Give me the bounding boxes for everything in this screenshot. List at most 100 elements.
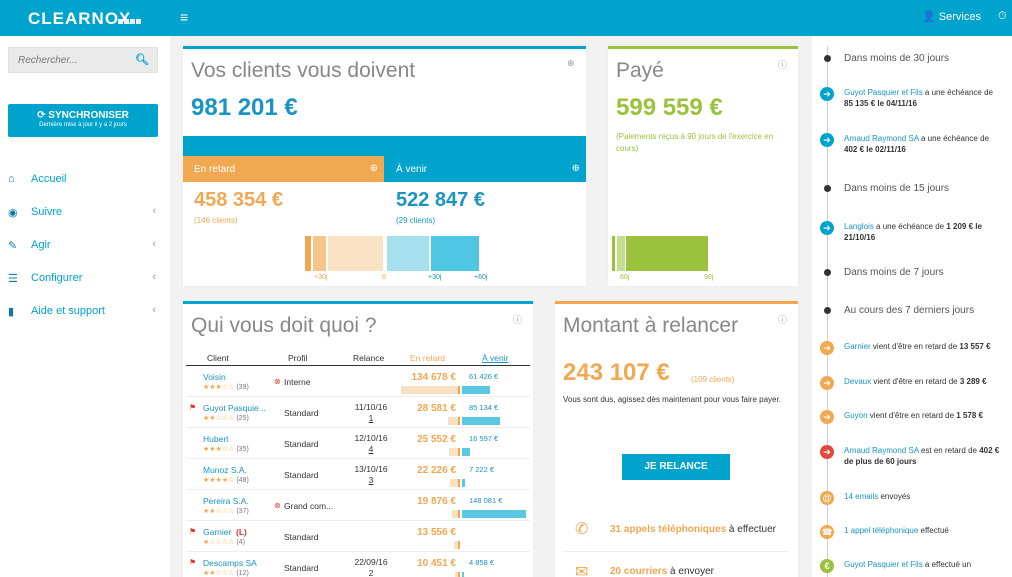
stars-glyphs: ★★★☆☆ xyxy=(203,384,235,391)
profile: Standard xyxy=(284,532,319,542)
relance-date xyxy=(351,371,391,382)
add-icon[interactable]: ⊕ xyxy=(567,58,575,68)
search-input[interactable]: Rechercher... 🔍︎ xyxy=(8,47,158,73)
event-icon: ➔ xyxy=(820,87,834,101)
mails-link[interactable]: 20 courriers à envoyer xyxy=(610,566,714,577)
relance-date xyxy=(351,526,391,537)
info-icon[interactable]: ⓘ xyxy=(778,60,788,70)
calls-count: 31 appels téléphoniques xyxy=(610,524,727,535)
late-bar xyxy=(305,236,311,271)
calls-link[interactable]: 31 appels téléphoniques à effectuer xyxy=(610,524,776,535)
je-relance-button[interactable]: JE RELANCE xyxy=(622,454,730,480)
col-client[interactable]: Client xyxy=(207,353,229,363)
chevron-left-icon: ‹ xyxy=(152,238,156,250)
event-link[interactable]: 1 appel téléphonique xyxy=(844,526,919,535)
info-icon[interactable]: ⓘ xyxy=(778,315,788,325)
col-future[interactable]: À venir xyxy=(482,353,509,363)
table-row[interactable]: ⚑ Guyot Pasquie... ★★☆☆☆ (25) Standard 11/10… xyxy=(186,397,530,428)
event-link[interactable]: Langlois xyxy=(844,222,874,231)
menu-icon[interactable]: ≡ xyxy=(180,9,189,25)
info-icon[interactable]: ⓘ xyxy=(513,315,523,325)
client-name[interactable]: Munoz S.A. xyxy=(203,465,247,475)
table-row[interactable]: Voisin ★★★☆☆ (39) ⊗ Interne 134 678 €61 426 … xyxy=(186,366,530,397)
phone-icon: ✆ xyxy=(575,521,589,538)
future-amount: 4 858 € xyxy=(469,558,495,567)
event-link[interactable]: Devaux xyxy=(844,377,872,386)
col-relance[interactable]: Relance xyxy=(353,353,385,363)
table-row[interactable]: Munoz S.A. ★★★★☆ (48) Standard 13/10/16 3 22 … xyxy=(186,459,530,490)
timeline-event-text: Guyon vient d'être en retard de 1 578 € xyxy=(844,410,1004,421)
future-bar xyxy=(462,572,464,577)
event-icon: ➔ xyxy=(820,410,834,424)
future-amount: 16 597 € xyxy=(469,434,499,443)
client-tag: (L) xyxy=(236,527,247,537)
relance-count[interactable]: 4 xyxy=(368,444,374,454)
paid-card: Payé ⓘ 599 559 € (Paiements reçus à 90 j… xyxy=(608,46,798,286)
logo-mark xyxy=(118,11,142,29)
future-bar xyxy=(462,510,526,518)
profile: Standard xyxy=(284,408,319,418)
client-name[interactable]: Garnier xyxy=(203,527,232,537)
who-card: Qui vous doit quoi ? ⓘ xyxy=(183,301,533,577)
event-icon: ➔ xyxy=(820,376,834,390)
relance-count[interactable]: 2 xyxy=(368,568,374,577)
timeline-heading-text: Dans moins de 15 jours xyxy=(844,183,950,194)
event-link[interactable]: Guyot Pasquier et Fils xyxy=(844,88,923,97)
services-menu[interactable]: 👤 Services xyxy=(922,11,981,23)
late-bar-edge xyxy=(458,448,460,456)
relance-date: 11/10/16 1 xyxy=(351,402,391,424)
relance-date-text: 11/10/16 xyxy=(354,402,388,412)
client-name[interactable]: Hubert xyxy=(203,434,229,444)
late-tab[interactable]: En retard ⊕ xyxy=(183,156,384,182)
rating-stars: ★★★★☆ (48) xyxy=(203,476,249,484)
relance-card: Montant à relancer ⓘ 243 107 € (109 clie… xyxy=(555,301,798,577)
relance-count[interactable]: 3 xyxy=(368,475,374,485)
search-icon[interactable]: 🔍︎ xyxy=(135,54,149,66)
relance-count: (109 clients) xyxy=(691,375,735,384)
paid-bar xyxy=(612,236,615,271)
relance-count[interactable]: 1 xyxy=(368,413,374,423)
table-row[interactable]: ⚑ Garnier (L) ★☆☆☆☆ (4) Standard 13 556 € xyxy=(186,521,530,552)
calls-suffix: à effectuer xyxy=(726,524,777,535)
table-row[interactable]: ⚑ Descamps SA ★★☆☆☆ (12) Standard 22/09/16 2 1… xyxy=(186,552,530,577)
paid-bar xyxy=(626,236,708,271)
profile: Standard xyxy=(284,470,319,480)
event-icon: ➔ xyxy=(820,221,834,235)
event-amount: 85 135 € le 04/11/16 xyxy=(844,99,917,108)
sync-label: SYNCHRONISER xyxy=(48,110,129,121)
timeline-heading-text: Dans moins de 30 jours xyxy=(844,53,950,64)
event-link[interactable]: Arnaud Raymond SA xyxy=(844,446,919,455)
event-link[interactable]: Garnier xyxy=(844,342,871,351)
col-late[interactable]: En retard xyxy=(410,353,445,363)
future-tab[interactable]: À venir ⊕ xyxy=(384,156,586,182)
late-bar xyxy=(401,386,460,394)
future-amount: 7 222 € xyxy=(469,465,495,474)
late-amount: 28 581 € xyxy=(417,403,456,414)
event-amount: 13 557 € xyxy=(959,342,991,351)
tick-label: 60j xyxy=(620,274,630,281)
clock-icon[interactable]: ⏱ xyxy=(998,10,1007,22)
add-icon: ⊕ xyxy=(571,163,580,174)
table-row[interactable]: Pereira S.A. ★★☆☆☆ (37) ⊗ Grand com... 19 87… xyxy=(186,490,530,521)
event-link[interactable]: Arnaud Raymond SA xyxy=(844,134,919,143)
timeline-dot xyxy=(824,185,831,192)
stars-glyphs: ★★☆☆☆ xyxy=(203,508,235,515)
sync-button[interactable]: ⟳ SYNCHRONISER Dernière mise à jour il y… xyxy=(8,104,158,137)
col-profil[interactable]: Profil xyxy=(288,353,308,363)
logo[interactable]: CLEARNOX xyxy=(28,9,132,28)
late-bar xyxy=(448,417,460,425)
client-name[interactable]: Descamps SA xyxy=(203,558,257,568)
late-bar xyxy=(452,510,460,518)
event-link[interactable]: Guyot Pasquier et Fils xyxy=(844,560,923,569)
late-amount: 19 876 € xyxy=(417,496,456,507)
event-link[interactable]: 14 emails xyxy=(844,492,879,501)
client-name[interactable]: Pereira S.A. xyxy=(203,496,249,506)
timeline-event-text: 14 emails envoyés xyxy=(844,491,1004,502)
client-name[interactable]: Voisin xyxy=(203,372,226,382)
table-row[interactable]: Hubert ★★★☆☆ (35) Standard 12/10/16 4 25 552 … xyxy=(186,428,530,459)
event-icon: ☎ xyxy=(820,525,834,539)
client-name[interactable]: Guyot Pasquie... xyxy=(203,403,266,413)
sidebar-item-label: Aide et support xyxy=(31,305,105,317)
late-count: (146 clients) xyxy=(194,216,238,225)
event-link[interactable]: Guyon xyxy=(844,411,868,420)
